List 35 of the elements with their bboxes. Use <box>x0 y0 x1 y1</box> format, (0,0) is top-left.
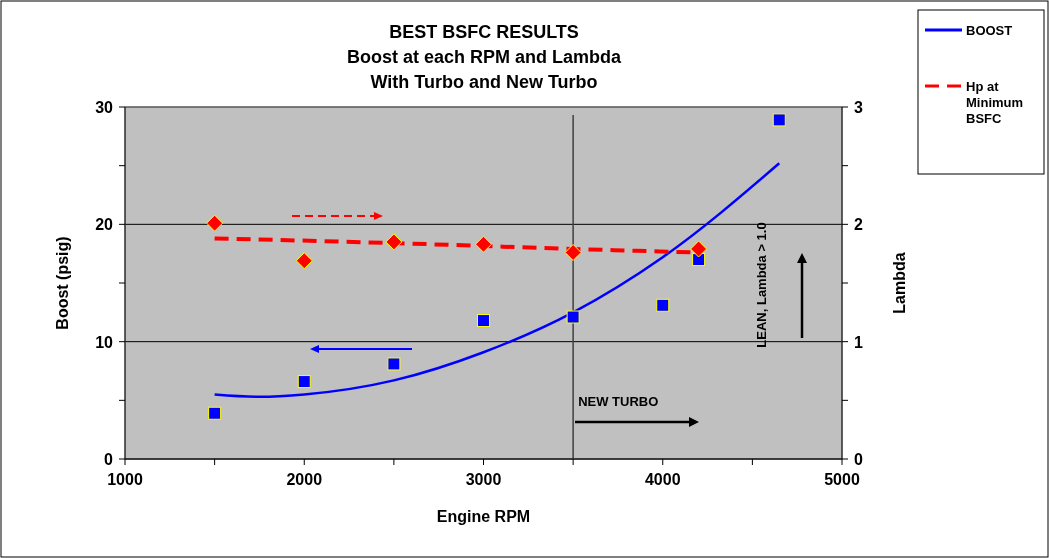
y-tick-label: 30 <box>95 99 114 116</box>
point <box>387 357 401 371</box>
point <box>564 243 582 261</box>
point <box>208 406 222 420</box>
point <box>206 214 224 232</box>
y2-tick-label: 2 <box>854 216 863 234</box>
y2-tick-label: 1 <box>854 333 863 351</box>
point <box>477 314 490 328</box>
point <box>297 375 311 389</box>
x-tick-label: 1000 <box>107 471 143 488</box>
ref-line-label: NEW TURBO <box>578 394 659 409</box>
y-tick-label: 10 <box>95 333 114 351</box>
y2-axis-title: Lambda <box>891 252 908 314</box>
line-series <box>213 162 781 399</box>
legend-label: BOOST <box>966 23 1013 38</box>
y-axis-title: Boost (psig) <box>54 236 71 330</box>
chart-title: BEST BSFC RESULTS Boost at each RPM and Lambda With Turbo and New Turbo <box>346 22 623 92</box>
legend-label: Hp at Minimum BSFC <box>966 79 1024 126</box>
point <box>385 233 403 251</box>
point <box>475 235 492 253</box>
x-tick-label: 5000 <box>824 471 860 488</box>
x-axis-title: Engine RPM <box>436 508 531 525</box>
y2-tick-label: 3 <box>854 99 863 116</box>
y2-tick-label: 0 <box>854 451 863 468</box>
x-tick-label: 2000 <box>286 471 323 488</box>
point <box>295 252 313 270</box>
point <box>656 298 670 312</box>
point <box>690 240 708 258</box>
annotation: LEAN, Lambda > 1.0 <box>754 222 769 348</box>
x-tick-label: 4000 <box>644 471 681 488</box>
x-tick-label: 3000 <box>465 471 502 488</box>
y-tick-label: 20 <box>95 216 114 234</box>
point <box>772 113 786 127</box>
y-tick-label: 0 <box>104 451 114 468</box>
point <box>566 310 580 324</box>
